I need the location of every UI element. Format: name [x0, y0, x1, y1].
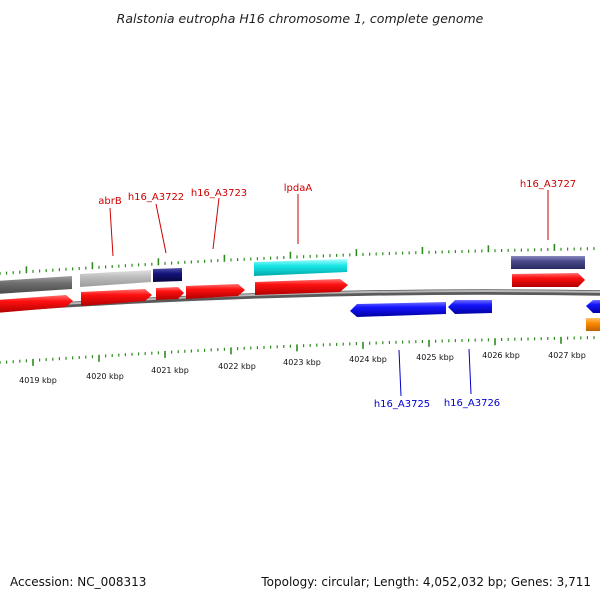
leader-line [398, 349, 402, 397]
axis-label: 4019 kbp [19, 376, 57, 385]
cds-arrow-forward-3[interactable] [156, 287, 184, 300]
genome-summary-text: Topology: circular; Length: 4,052,032 bp… [260, 575, 591, 589]
reverse-cds-row [350, 300, 600, 331]
accession-text: Accession: NC_008313 [10, 575, 146, 589]
feature-gray-block[interactable] [0, 276, 72, 294]
gene-label-h16-a3722[interactable]: h16_A3722 [128, 192, 184, 203]
cds-arrow-forward-4[interactable] [186, 284, 245, 299]
axis-label: 4023 kbp [283, 358, 321, 367]
forward-gene-labels: abrB h16_A3722 h16_A3723 lpdaA h16_A3727 [98, 179, 576, 257]
axis-label: 4027 kbp [548, 351, 586, 360]
leader-line [109, 207, 114, 257]
feature-lightgray-block[interactable] [80, 270, 151, 287]
cds-arrow-reverse-2[interactable] [448, 300, 492, 314]
cds-arrow-reverse-3[interactable] [586, 300, 600, 313]
axis-label: 4026 kbp [482, 351, 520, 360]
map-title: Ralstonia eutropha H16 chromosome 1, com… [117, 11, 484, 26]
axis-label: 4024 kbp [349, 355, 387, 364]
cds-arrow-forward-1[interactable] [0, 295, 73, 313]
cds-arrow-reverse-1[interactable] [350, 302, 446, 317]
gene-label-h16-a3723[interactable]: h16_A3723 [191, 188, 247, 199]
feature-navy-block[interactable] [153, 268, 182, 282]
leader-line [155, 203, 167, 254]
leader-line [468, 348, 472, 395]
forward-cds-row [0, 273, 585, 313]
axis-labels: 4019 kbp 4020 kbp 4021 kbp 4022 kbp 4023… [19, 351, 586, 385]
gene-label-lpdaa[interactable]: lpdaA [284, 183, 313, 194]
feature-slate-block[interactable] [511, 256, 585, 269]
feature-cyan-block[interactable] [254, 259, 347, 276]
gene-label-abrb[interactable]: abrB [98, 196, 122, 207]
axis-label: 4021 kbp [151, 366, 189, 375]
axis-label: 4025 kbp [416, 353, 454, 362]
axis-label: 4022 kbp [218, 362, 256, 371]
reverse-tick-row [0, 336, 595, 366]
gene-label-h16-a3726[interactable]: h16_A3726 [444, 398, 500, 409]
leader-line [212, 197, 220, 250]
gene-label-h16-a3725[interactable]: h16_A3725 [374, 399, 430, 410]
cds-arrow-forward-5[interactable] [255, 279, 348, 295]
gene-label-h16-a3727[interactable]: h16_A3727 [520, 179, 576, 190]
feature-orange-block[interactable] [586, 318, 600, 331]
cds-arrow-forward-2[interactable] [81, 289, 152, 306]
reverse-gene-labels: h16_A3725 h16_A3726 [374, 348, 500, 410]
axis-label: 4020 kbp [86, 372, 124, 381]
cog-feature-row [0, 256, 585, 294]
cds-arrow-forward-6[interactable] [512, 273, 585, 287]
forward-tick-row [0, 243, 595, 275]
